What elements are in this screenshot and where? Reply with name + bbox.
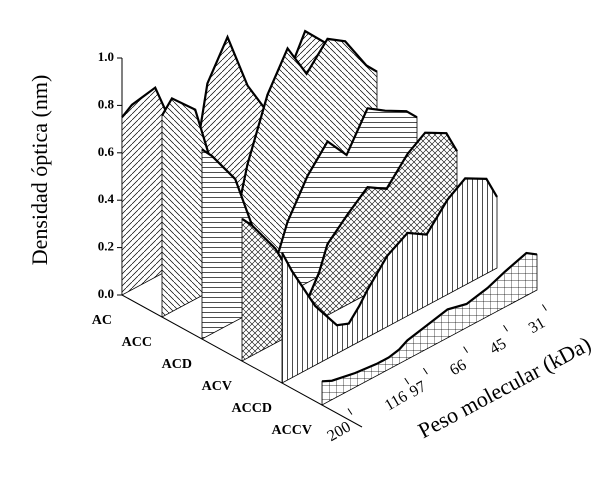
series-label: ACV (202, 379, 232, 394)
profile-line (241, 131, 458, 299)
y-axis-title: Densidad óptica (nm) (27, 75, 52, 266)
profile-line (321, 251, 538, 383)
x-tick-label: 200 (324, 418, 353, 445)
x-tick (503, 324, 508, 332)
profile-line (121, 29, 338, 189)
x-tick-label: 45 (487, 335, 509, 358)
x-tick-label: 116 (382, 388, 411, 414)
x-tick-label: 66 (447, 357, 469, 380)
y-tick-label: 0.6 (98, 144, 115, 159)
x-tick-label: 31 (526, 314, 548, 337)
profile-line (281, 177, 498, 327)
profile-line (161, 37, 378, 225)
x-tick (404, 377, 410, 385)
y-tick-label: 0.0 (98, 286, 114, 301)
x-tick (347, 408, 353, 415)
x-tick-label: 97 (407, 378, 429, 401)
series-label: ACCD (232, 401, 272, 416)
x-tick (463, 346, 468, 353)
y-tick-label: 0.4 (98, 191, 115, 206)
series-label: ACC (122, 335, 152, 350)
y-tick-label: 0.2 (98, 239, 114, 254)
profile-line (201, 107, 418, 271)
x-tick (541, 304, 547, 311)
y-tick-label: 1.0 (98, 49, 114, 64)
x-tick (422, 367, 428, 375)
series-label: ACCV (272, 423, 312, 438)
y-tick-label: 0.8 (98, 96, 115, 111)
series-label: AC (92, 313, 112, 328)
series-label: ACD (162, 357, 192, 372)
